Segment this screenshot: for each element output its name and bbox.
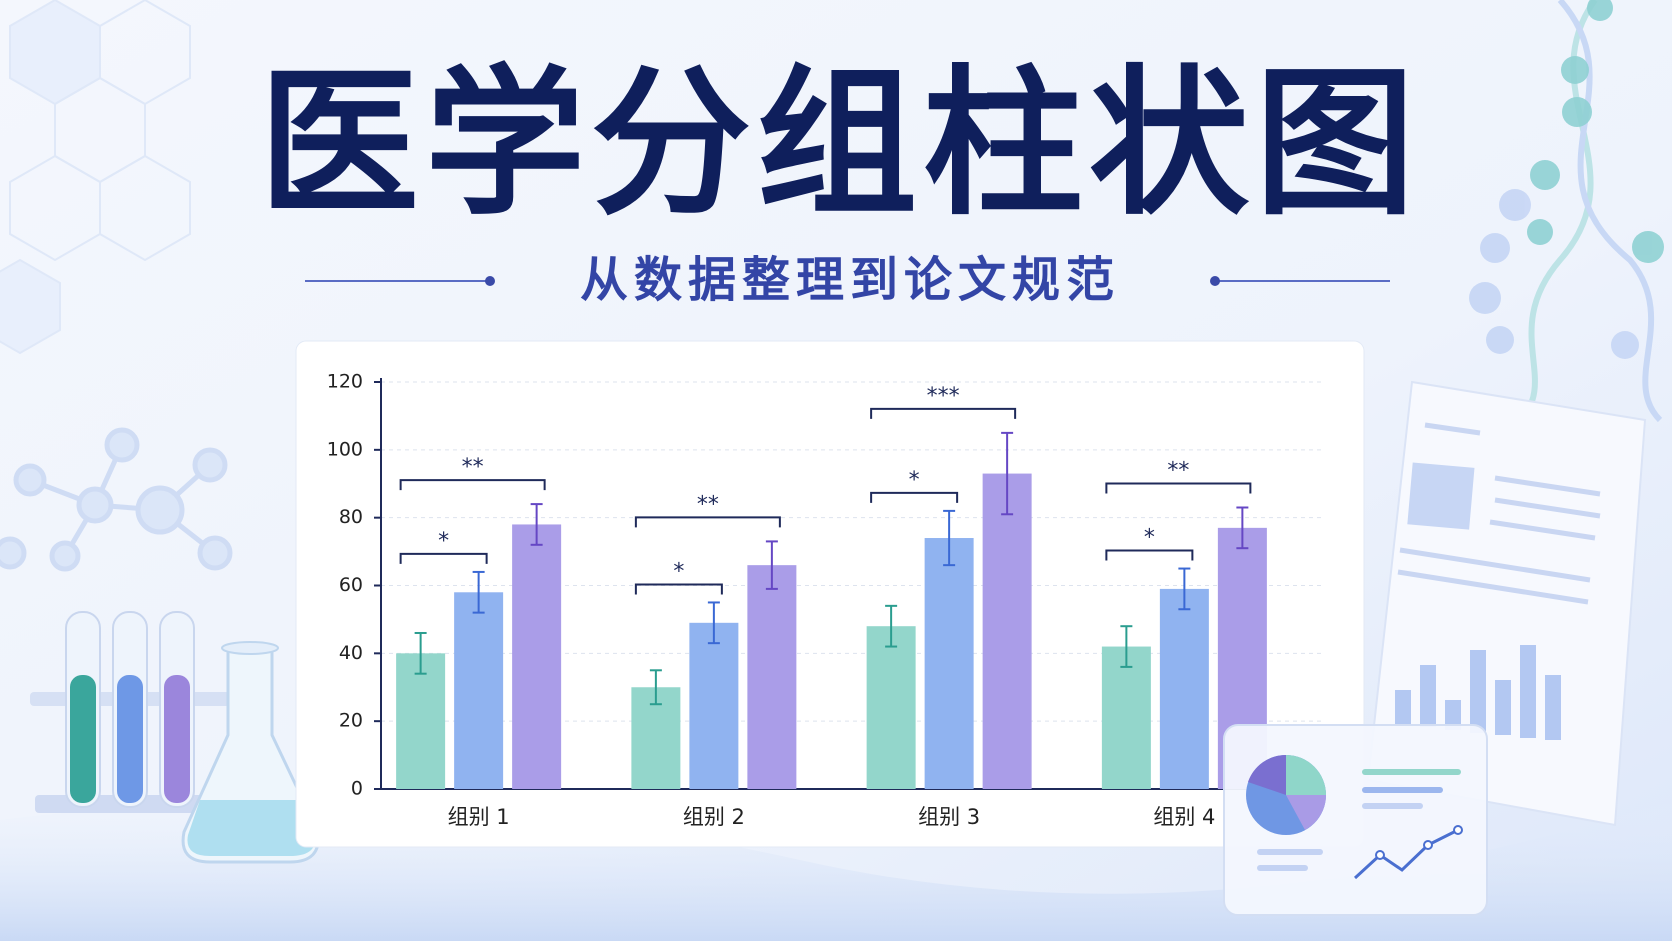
significance-label: *	[1144, 526, 1155, 551]
significance-bracket	[399, 479, 546, 491]
significance-bracket	[399, 552, 488, 564]
bar	[747, 565, 797, 789]
bar	[1101, 646, 1151, 789]
significance-label: **	[462, 455, 484, 480]
subtitle-rule	[305, 276, 1390, 286]
bar	[982, 473, 1032, 789]
dna-helix	[1469, 0, 1664, 423]
bar	[924, 538, 974, 789]
bar	[454, 592, 504, 789]
y-tick-label: 100	[327, 438, 363, 460]
significance-bracket	[870, 407, 1017, 419]
significance-bracket	[870, 491, 959, 503]
bar	[512, 524, 562, 789]
x-tick-label: 组别 1	[448, 805, 510, 829]
y-tick-label: 20	[339, 710, 363, 732]
title: 医学分组柱状图	[259, 50, 1421, 237]
hexagons	[0, 0, 191, 355]
subtitle: 从数据整理到论文规范	[580, 252, 1120, 308]
significance-label: *	[438, 529, 449, 554]
flask	[181, 641, 320, 864]
document-illustration	[1366, 380, 1647, 827]
significance-label: **	[1167, 458, 1189, 483]
y-tick-label: 0	[351, 778, 363, 800]
y-tick-label: 80	[339, 506, 363, 528]
x-tick-label: 组别 4	[1153, 805, 1215, 829]
x-tick-label: 组别 2	[683, 805, 745, 829]
significance-label: *	[673, 559, 684, 584]
dashboard-card	[1223, 724, 1488, 916]
significance-label: *	[909, 468, 920, 493]
x-tick-label: 组别 3	[918, 805, 980, 829]
molecule	[0, 427, 233, 572]
bar	[396, 653, 446, 789]
chart-card	[295, 340, 1365, 848]
y-tick-label: 120	[327, 371, 363, 393]
significance-bracket	[634, 583, 723, 595]
significance-bracket	[1105, 549, 1194, 561]
significance-bracket	[634, 516, 781, 528]
y-tick-label: 40	[339, 642, 363, 664]
bar	[1159, 588, 1209, 789]
significance-label: ***	[927, 384, 960, 409]
significance-label: **	[697, 492, 719, 517]
test-tube-rack	[30, 611, 230, 813]
bar	[689, 622, 739, 789]
significance-bracket	[1105, 482, 1252, 494]
bar	[866, 626, 916, 789]
y-tick-label: 60	[339, 574, 363, 596]
